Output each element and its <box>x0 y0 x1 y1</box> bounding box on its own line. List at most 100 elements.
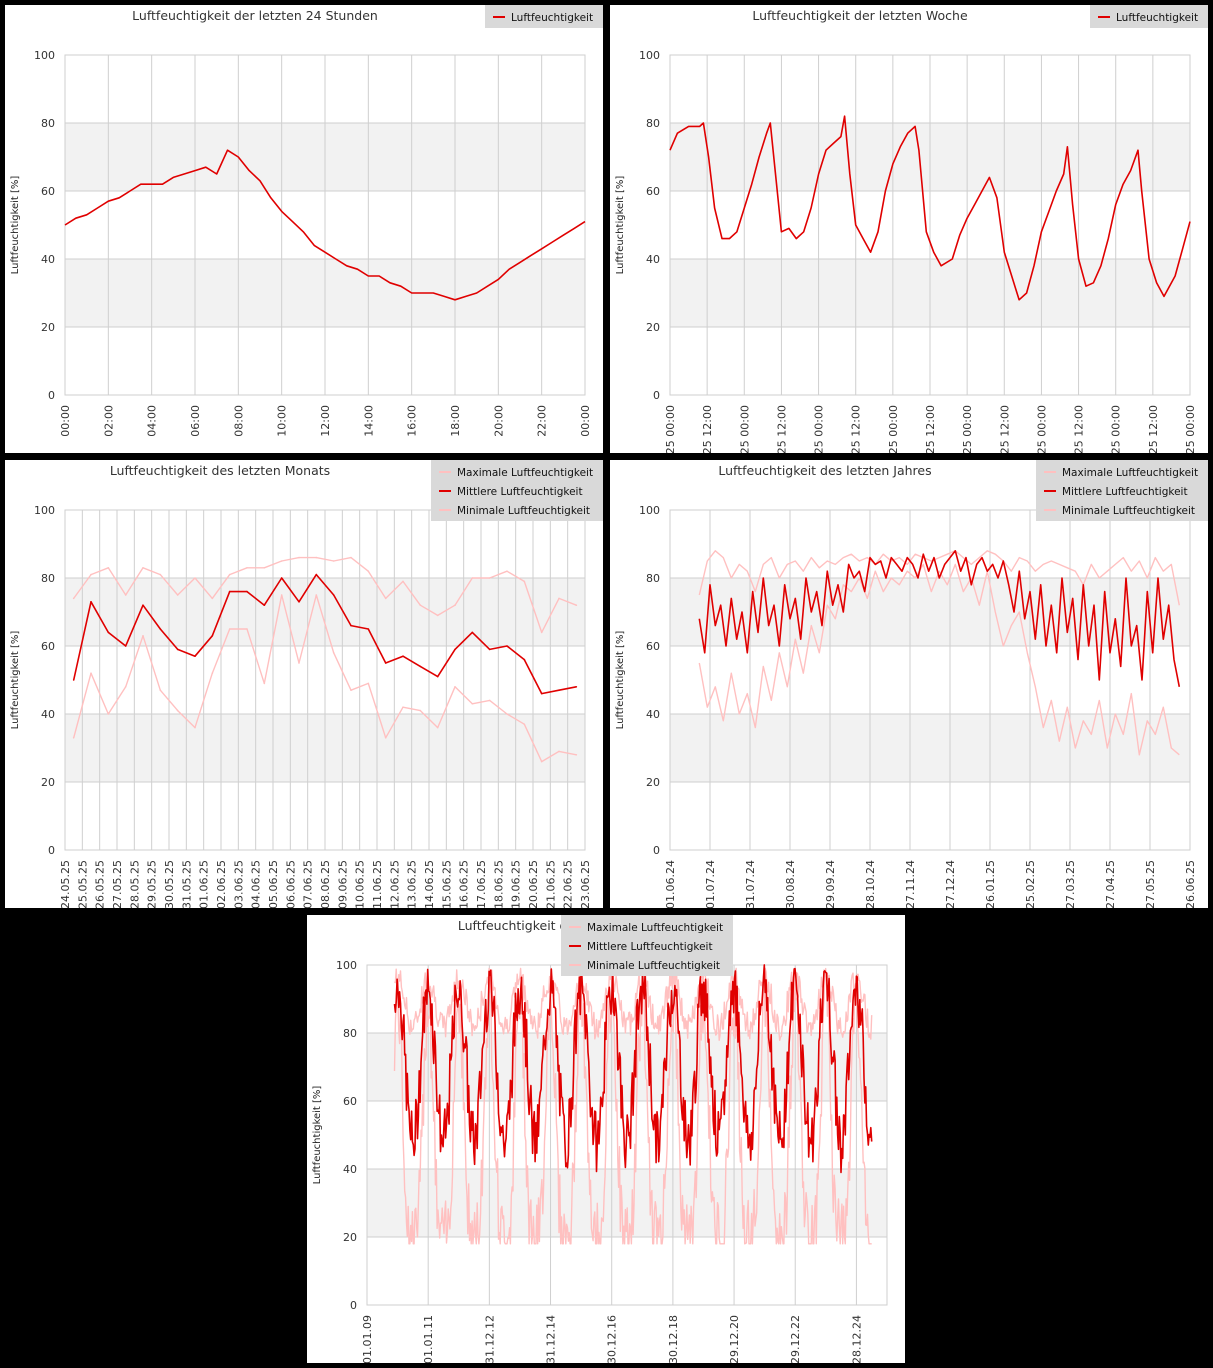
data-point <box>436 675 439 678</box>
y-axis-label: Luftfeuchtigkeit [%] <box>615 176 626 275</box>
x-tick-label: 22:00 <box>536 405 549 437</box>
legend-label: Maximale Luftfeuchtigkeit <box>587 922 723 934</box>
data-point <box>523 723 526 725</box>
data-point <box>384 662 387 664</box>
y-axis-label: Luftfeuchtigkeit [%] <box>312 1086 323 1185</box>
data-point <box>90 672 92 674</box>
legend-box <box>485 5 603 28</box>
x-tick-label: 29.05.25 <box>146 860 159 908</box>
data-point <box>471 703 474 705</box>
x-tick-label: 18:00 <box>449 405 462 437</box>
y-tick-label: 60 <box>646 640 660 653</box>
y-tick-label: 0 <box>350 1299 357 1312</box>
data-point <box>436 726 439 729</box>
data-point <box>402 706 404 708</box>
chart-title: Luftfeuchtigkeit der letzten 24 Stunden <box>132 8 378 23</box>
x-tick-label: 01.01.11 <box>422 1315 435 1363</box>
x-tick-label: 17.06.25 <box>475 860 488 908</box>
data-point <box>194 655 196 657</box>
y-tick-label: 40 <box>343 1163 357 1176</box>
data-point <box>575 686 578 688</box>
data-point <box>488 648 491 651</box>
y-tick-label: 60 <box>41 185 55 198</box>
series-line-mittlere-luftfeuchtigkeit <box>72 573 577 695</box>
y-tick-label: 0 <box>653 844 660 857</box>
x-tick-label: 28.05.25 <box>128 860 141 908</box>
series-line-mittlere-luftfeuchtigkeit <box>393 963 873 1174</box>
y-tick-label: 0 <box>653 389 660 402</box>
chart-year: 0 20 40 60 80 100 01.06.24 01.07.24 31.07.24 30.0… <box>615 460 1208 908</box>
chart-panel-year: 0 20 40 60 80 100 01.06.24 01.07.24 31.07.24 30.0… <box>610 460 1208 908</box>
x-tick-label: 16:00 <box>406 405 419 437</box>
legend-label: Minimale Luftfeuchtigkeit <box>1062 505 1195 517</box>
legend-box <box>561 915 733 976</box>
x-tick-label: 30.12.18 <box>667 1315 680 1363</box>
data-point <box>90 601 92 603</box>
y-tick-label: 40 <box>646 708 660 721</box>
x-tick-label: 22.06.25 00:00 <box>1110 405 1123 453</box>
data-point <box>558 689 560 691</box>
series-line-maximale-luftfeuchtigkeit <box>393 967 873 1042</box>
legend-label: Mittlere Luftfeuchtigkeit <box>587 941 713 953</box>
chart-week: 0 20 40 60 80 100 16.06.25 00:00 16.06.25 12:00… <box>615 5 1208 453</box>
data-point <box>280 594 283 596</box>
series-line-luftfeuchtigkeit <box>64 149 586 301</box>
y-tick-label: 100 <box>34 49 55 62</box>
x-tick-label: 01.06.25 <box>198 860 211 908</box>
data-point <box>558 597 560 600</box>
x-tick-label: 01.07.24 <box>704 860 717 908</box>
y-tick-label: 0 <box>48 844 55 857</box>
chart-panel-week: 0 20 40 60 80 100 16.06.25 00:00 16.06.25 12:00… <box>610 5 1208 453</box>
x-tick-label: 21.06.25 12:00 <box>1073 405 1086 453</box>
x-tick-label: 21.06.25 00:00 <box>1035 405 1048 453</box>
x-tick-label: 31.12.12 <box>483 1315 496 1363</box>
x-tick-label: 29.09.24 <box>824 860 837 908</box>
y-tick-label: 80 <box>646 117 660 130</box>
y-tick-label: 60 <box>343 1095 357 1108</box>
data-point <box>280 560 283 562</box>
x-tick-label: 18.06.25 12:00 <box>850 405 863 453</box>
data-point <box>263 682 266 685</box>
x-tick-label: 10:00 <box>276 405 289 437</box>
x-tick-label: 09.06.25 <box>336 860 349 908</box>
legend-label: Minimale Luftfeuchtigkeit <box>457 505 590 517</box>
series-line-minimale-luftfeuchtigkeit <box>393 963 872 1245</box>
data-point <box>228 628 231 630</box>
x-tick-label: 20.06.25 12:00 <box>998 405 1011 453</box>
x-tick-label: 25.02.25 <box>1024 860 1037 908</box>
data-point <box>107 631 110 634</box>
y-tick-label: 40 <box>41 708 55 721</box>
data-point <box>558 750 560 753</box>
x-tick-label: 31.07.24 <box>744 860 757 908</box>
data-point <box>228 573 231 576</box>
y-tick-label: 80 <box>41 117 55 130</box>
data-point <box>540 631 543 634</box>
data-point <box>367 570 370 572</box>
x-tick-label: 06:00 <box>189 405 202 437</box>
y-tick-label: 20 <box>646 776 660 789</box>
data-point <box>419 665 422 668</box>
data-point <box>263 604 266 606</box>
x-tick-label: 01.01.09 <box>361 1315 374 1363</box>
plot-frame <box>669 509 1191 851</box>
data-point <box>315 594 318 596</box>
y-axis-label: Luftfeuchtigkeit [%] <box>615 631 626 730</box>
x-tick-label: 21.06.25 <box>544 860 557 908</box>
data-point <box>350 689 352 691</box>
data-point <box>454 604 456 606</box>
x-tick-label: 30.08.24 <box>784 860 797 908</box>
chart-title: Luftfeuchtigkeit der letzten Woche <box>752 8 968 23</box>
data-point <box>454 686 456 688</box>
y-tick-label: 40 <box>41 253 55 266</box>
data-point <box>246 567 248 569</box>
legend-box <box>1090 5 1208 28</box>
data-point <box>72 679 75 681</box>
chart-panel-day: 0 20 40 60 80 100 00:00 02:00 04:00 06:00 08:00 10:… <box>5 5 603 453</box>
x-tick-label: 30.12.16 <box>606 1315 619 1363</box>
data-point <box>471 577 474 579</box>
x-tick-label: 12.06.25 <box>388 860 401 908</box>
data-point <box>523 580 526 583</box>
x-tick-label: 16.06.25 <box>458 860 471 908</box>
x-tick-label: 30.05.25 <box>163 860 176 908</box>
y-tick-label: 60 <box>646 185 660 198</box>
